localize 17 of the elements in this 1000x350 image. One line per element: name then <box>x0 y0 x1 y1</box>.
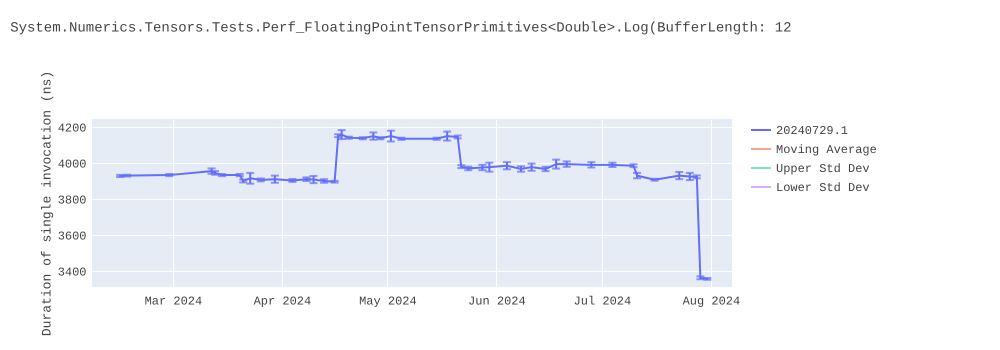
x-tick-label: Aug 2024 <box>682 294 740 308</box>
legend-label: Upper Std Dev <box>776 162 870 176</box>
y-tick-label: 3400 <box>58 265 86 280</box>
legend-label: Moving Average <box>776 143 877 157</box>
y-tick-label: 3800 <box>58 193 86 208</box>
legend-label: Lower Std Dev <box>776 181 870 195</box>
legend-label: 20240729.1 <box>776 124 848 138</box>
chart-title: System.Numerics.Tensors.Tests.Perf_FloatingPointTensorPrimitives<Double>.Log(BufferLength: 12 <box>10 20 792 36</box>
x-tick-label: Mar 2024 <box>144 294 202 308</box>
y-tick-label: 4000 <box>58 158 86 172</box>
x-tick-label: Apr 2024 <box>254 294 312 308</box>
x-tick-label: May 2024 <box>359 294 417 308</box>
y-tick-label: 3600 <box>58 229 86 244</box>
y-axis-title: Duration of single invocation (ns) <box>40 70 55 336</box>
x-tick-label: Jun 2024 <box>468 294 526 308</box>
y-tick-label: 4200 <box>58 122 86 136</box>
x-tick-label: Jul 2024 <box>574 294 632 308</box>
